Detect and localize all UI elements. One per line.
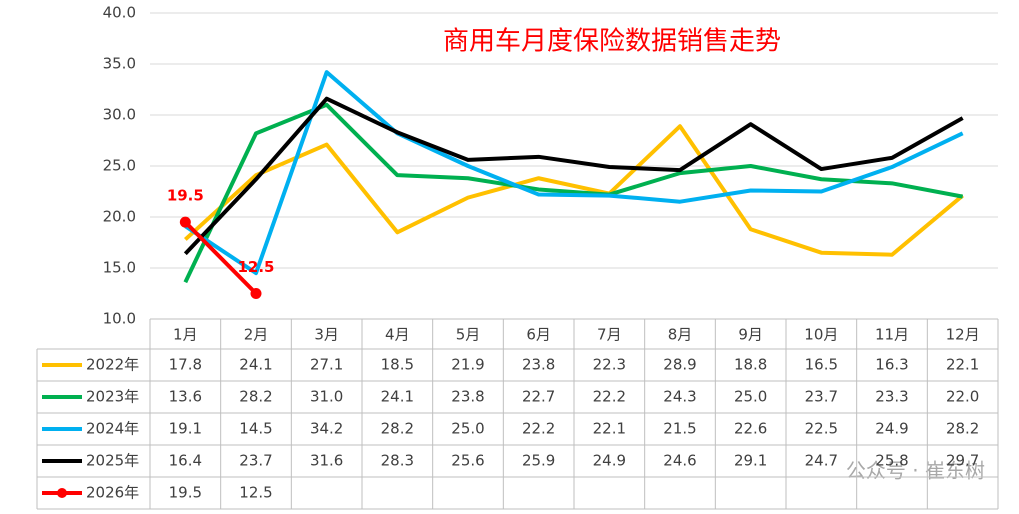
y-tick-label: 40.0 xyxy=(103,4,136,22)
table-cell: 25.9 xyxy=(522,452,555,470)
table-cell: 22.5 xyxy=(805,420,838,438)
table-cell: 31.0 xyxy=(310,388,343,406)
table-cell: 29.7 xyxy=(946,452,979,470)
y-tick-label: 10.0 xyxy=(103,310,136,328)
table-cell: 24.6 xyxy=(663,452,696,470)
table-cell: 13.6 xyxy=(169,388,202,406)
table-cell: 22.1 xyxy=(946,356,979,374)
x-tick-label: 2月 xyxy=(244,326,269,344)
table-cell: 22.6 xyxy=(734,420,767,438)
table-cell: 18.8 xyxy=(734,356,767,374)
table-cell: 23.7 xyxy=(239,452,272,470)
series-line xyxy=(184,70,964,276)
table-cell: 24.7 xyxy=(805,452,838,470)
table-cell: 24.9 xyxy=(593,452,626,470)
legend-label: 2025年 xyxy=(86,452,139,470)
table-cell: 16.5 xyxy=(805,356,838,374)
table-cell: 22.2 xyxy=(593,388,626,406)
chart-title: 商用车月度保险数据销售走势 xyxy=(443,27,781,57)
legend-label: 2026年 xyxy=(86,484,139,502)
x-tick-label: 10月 xyxy=(804,326,838,344)
table-cell: 22.7 xyxy=(522,388,555,406)
table-cell: 31.6 xyxy=(310,452,343,470)
table-cell: 16.4 xyxy=(169,452,202,470)
table-cell: 19.5 xyxy=(169,484,202,502)
series-marker xyxy=(179,216,191,228)
x-tick-label: 4月 xyxy=(385,326,410,344)
series-marker xyxy=(250,288,262,299)
table-cell: 28.9 xyxy=(663,356,696,374)
table-cell: 22.0 xyxy=(946,388,979,406)
table-cell: 12.5 xyxy=(239,484,272,502)
y-tick-label: 35.0 xyxy=(103,55,136,73)
table-cell: 21.9 xyxy=(451,356,484,374)
table-cell: 25.0 xyxy=(734,388,767,406)
table-cell: 28.3 xyxy=(381,452,414,470)
watermark: 公众号 · 崔东树 xyxy=(846,459,985,483)
table-cell: 22.2 xyxy=(522,420,555,438)
y-tick-label: 20.0 xyxy=(103,208,136,226)
legend-label: 2024年 xyxy=(86,420,139,438)
series-line xyxy=(183,96,964,256)
table-cell: 25.0 xyxy=(451,420,484,438)
table-cell: 19.1 xyxy=(169,420,202,438)
data-label: 12.5 xyxy=(237,258,274,276)
x-tick-label: 7月 xyxy=(597,326,622,344)
x-tick-label: 12月 xyxy=(946,326,980,344)
table-cell: 24.1 xyxy=(239,356,272,374)
table-cell: 25.8 xyxy=(875,452,908,470)
table-cell: 27.1 xyxy=(310,356,343,374)
table-cell: 34.2 xyxy=(310,420,343,438)
legend-marker xyxy=(57,488,67,498)
y-tick-label: 30.0 xyxy=(103,106,136,124)
table-cell: 23.8 xyxy=(451,388,484,406)
table-cell: 21.5 xyxy=(663,420,696,438)
table-cell: 16.3 xyxy=(875,356,908,374)
legend-label: 2023年 xyxy=(86,388,139,406)
x-tick-label: 3月 xyxy=(314,326,339,344)
x-tick-label: 5月 xyxy=(456,326,481,344)
table-cell: 28.2 xyxy=(239,388,272,406)
table-cell: 29.1 xyxy=(734,452,767,470)
table-cell: 24.3 xyxy=(663,388,696,406)
series-line xyxy=(183,124,964,257)
table-cell: 28.2 xyxy=(381,420,414,438)
x-tick-label: 9月 xyxy=(738,326,763,344)
data-label: 19.5 xyxy=(167,187,204,205)
y-tick-label: 25.0 xyxy=(103,157,136,175)
table-cell: 22.1 xyxy=(593,420,626,438)
table-cell: 18.5 xyxy=(381,356,414,374)
table-cell: 24.1 xyxy=(381,388,414,406)
y-tick-label: 15.0 xyxy=(103,259,136,277)
table-cell: 23.3 xyxy=(875,388,908,406)
table-cell: 23.8 xyxy=(522,356,555,374)
table-cell: 14.5 xyxy=(239,420,272,438)
table-cell: 24.9 xyxy=(875,420,908,438)
table-cell: 22.3 xyxy=(593,356,626,374)
x-tick-label: 8月 xyxy=(668,326,693,344)
table-cell: 23.7 xyxy=(805,388,838,406)
table-cell: 28.2 xyxy=(946,420,979,438)
series-line xyxy=(183,220,258,295)
table-cell: 25.6 xyxy=(451,452,484,470)
x-tick-label: 11月 xyxy=(875,326,909,344)
x-tick-label: 6月 xyxy=(526,326,551,344)
x-tick-label: 1月 xyxy=(173,326,198,344)
legend-label: 2022年 xyxy=(86,356,139,374)
table-cell: 17.8 xyxy=(169,356,202,374)
